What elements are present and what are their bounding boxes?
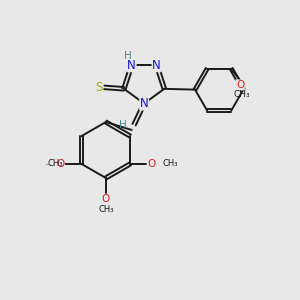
Text: S: S — [95, 81, 103, 94]
Text: CH₃: CH₃ — [162, 160, 178, 169]
Text: H: H — [124, 51, 132, 61]
Text: N: N — [127, 58, 136, 72]
Text: methoxy: methoxy — [46, 164, 52, 165]
Text: CH₃: CH₃ — [48, 160, 63, 169]
Text: O: O — [147, 159, 155, 169]
Text: O: O — [102, 194, 110, 204]
Text: CH₃: CH₃ — [233, 90, 250, 99]
Text: O: O — [56, 159, 64, 169]
Text: O: O — [236, 80, 244, 90]
Text: H: H — [119, 120, 127, 130]
Text: CH₃: CH₃ — [98, 205, 114, 214]
Text: N: N — [152, 58, 161, 72]
Text: N: N — [140, 97, 148, 110]
